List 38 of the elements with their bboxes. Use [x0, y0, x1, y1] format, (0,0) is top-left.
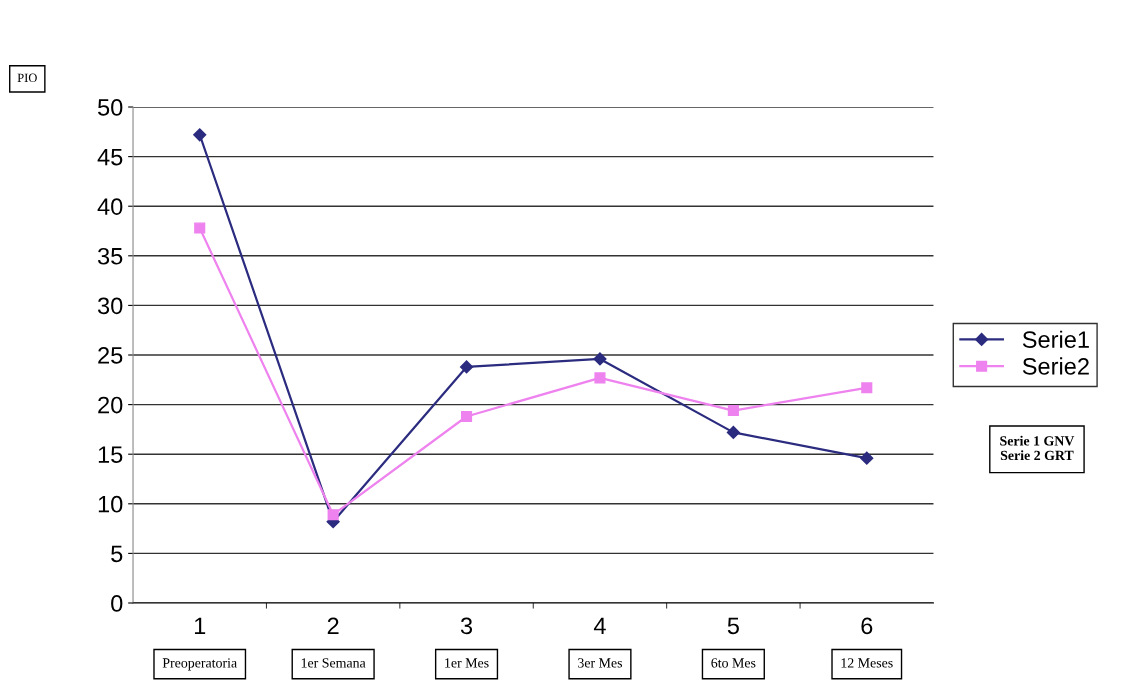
y-tick-label: 15 — [98, 446, 123, 463]
text: 3er Mes — [578, 658, 623, 668]
text: Serie 1 GNV Serie 2 GRT — [1000, 435, 1075, 461]
point — [593, 352, 607, 366]
y-tick-label: 10 — [98, 495, 123, 513]
point — [459, 360, 474, 374]
point — [860, 451, 874, 465]
point — [861, 382, 873, 394]
point — [727, 404, 739, 417]
y-tick-label: 0 — [111, 595, 123, 612]
x-tick-label: 1 — [194, 617, 206, 634]
legend-label: Serie2 — [1022, 357, 1089, 375]
x-tick-label: 4 — [593, 617, 606, 634]
y-tick-label: 25 — [98, 347, 123, 364]
text: Preoperatoria — [162, 658, 237, 671]
x-tick-label: 3 — [460, 617, 473, 635]
text: 12 Meses — [841, 658, 893, 668]
x-tick-label: 5 — [727, 617, 739, 635]
y-tick-label: 30 — [97, 297, 123, 315]
point — [594, 372, 606, 384]
point — [726, 425, 740, 439]
y-tick-label: 50 — [97, 99, 123, 116]
y-tick-label: 35 — [97, 247, 123, 265]
y-tick-label: 5 — [111, 545, 123, 563]
y-tick-label: 45 — [97, 148, 123, 166]
y-tick-label: 40 — [97, 198, 123, 215]
y-tick-label: 20 — [98, 396, 123, 414]
x-tick-label: 6 — [861, 617, 873, 635]
text: PIO — [17, 73, 37, 83]
point — [193, 128, 207, 142]
point — [327, 509, 339, 521]
x-tick-label: 2 — [327, 617, 339, 634]
text: 6to Mes — [711, 658, 756, 668]
point — [194, 222, 206, 234]
text: 1er Mes — [445, 658, 489, 668]
legend-label: Serie1 — [1022, 330, 1089, 348]
point — [460, 410, 473, 423]
text: 1er Semana — [301, 658, 366, 668]
